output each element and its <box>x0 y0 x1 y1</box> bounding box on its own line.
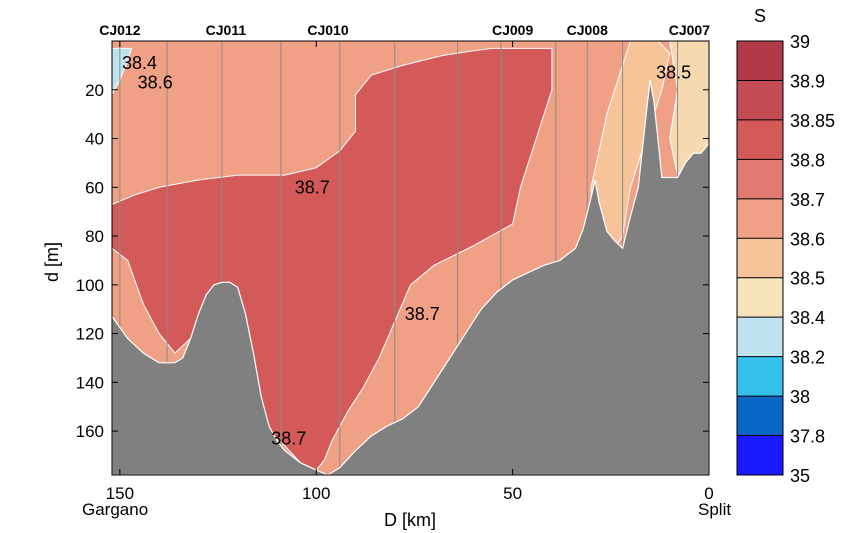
colorbar-swatch <box>737 277 783 318</box>
colorbar-swatch <box>737 238 783 278</box>
colorbar-swatch <box>737 119 783 160</box>
y-tick-label: 120 <box>76 325 104 344</box>
x-tick-label: 150 <box>106 484 134 503</box>
y-tick-label: 60 <box>85 178 104 197</box>
colorbar-swatch <box>737 80 783 120</box>
y-tick-label: 80 <box>85 227 104 246</box>
colorbar-swatch <box>737 356 783 397</box>
y-tick-label: 160 <box>76 422 104 441</box>
x-tick-label: 0 <box>704 484 713 503</box>
station-labels: CJ012 CJ011 CJ010 CJ009 CJ008 CJ007 <box>99 22 710 38</box>
station-label: CJ009 <box>492 22 533 38</box>
colorbar-swatch <box>737 41 783 81</box>
contour-label: 38.7 <box>295 177 330 197</box>
station-label: CJ008 <box>567 22 608 38</box>
station-label: CJ011 <box>206 22 247 38</box>
colorbar-tick-label: 38.8 <box>790 150 825 170</box>
colorbar-tick-label: 38.4 <box>790 308 825 328</box>
contour-label: 38.7 <box>405 304 440 324</box>
colorbar-tick-label: 38.9 <box>790 71 825 91</box>
colorbar-tick-label: 38 <box>790 387 810 407</box>
colorbar-swatch <box>737 317 783 357</box>
contour-label: 38.7 <box>271 428 306 448</box>
colorbar: S 39 38.9 38.85 38.8 38.7 38.6 38.5 38.4 38.2 38 3… <box>736 6 835 486</box>
colorbar-swatch <box>737 435 783 475</box>
y-axis: 20 40 60 80 100 120 140 160 <box>76 81 709 441</box>
y-tick-label: 140 <box>76 373 104 392</box>
contour-label: 38.5 <box>656 63 691 83</box>
y-tick-label: 40 <box>85 130 104 149</box>
colorbar-title: S <box>754 6 766 26</box>
y-axis-label: d [m] <box>42 242 62 282</box>
colorbar-tick-label: 38.85 <box>790 111 835 131</box>
station-label: CJ007 <box>669 22 710 38</box>
colorbar-tick-label: 38.2 <box>790 348 825 368</box>
x-axis-label: D [km] <box>384 510 436 530</box>
colorbar-tick-label: 38.6 <box>790 229 825 249</box>
y-tick-label: 100 <box>76 276 104 295</box>
colorbar-tick-label: 37.8 <box>790 427 825 447</box>
station-label: CJ012 <box>99 22 140 38</box>
colorbar-swatch <box>737 159 783 199</box>
colorbar-tick-label: 38.7 <box>790 190 825 210</box>
endpoint-label-gargano: Gargano <box>82 500 148 519</box>
colorbar-swatch <box>737 198 783 239</box>
x-tick-label: 100 <box>302 484 330 503</box>
colorbar-swatch <box>737 396 783 436</box>
contour-label: 38.4 <box>122 53 157 73</box>
station-label: CJ010 <box>307 22 348 38</box>
plot-frame <box>111 40 710 476</box>
colorbar-tick-label: 38.5 <box>790 269 825 289</box>
plot-area: 38.438.6 38.7 38.7 38.7 38.5 <box>111 40 710 476</box>
x-tick-label: 50 <box>503 484 522 503</box>
endpoint-label-split: Split <box>698 500 731 519</box>
x-axis: 150 100 50 0 <box>106 41 714 503</box>
contour-label: 38.6 <box>138 72 173 92</box>
y-tick-label: 20 <box>85 81 104 100</box>
colorbar-tick-label: 39 <box>790 32 810 52</box>
seabed-bathymetry <box>111 79 710 476</box>
contour-labels: 38.438.6 38.7 38.7 38.7 38.5 <box>122 53 691 448</box>
colorbar-tick-label: 35 <box>790 466 810 486</box>
